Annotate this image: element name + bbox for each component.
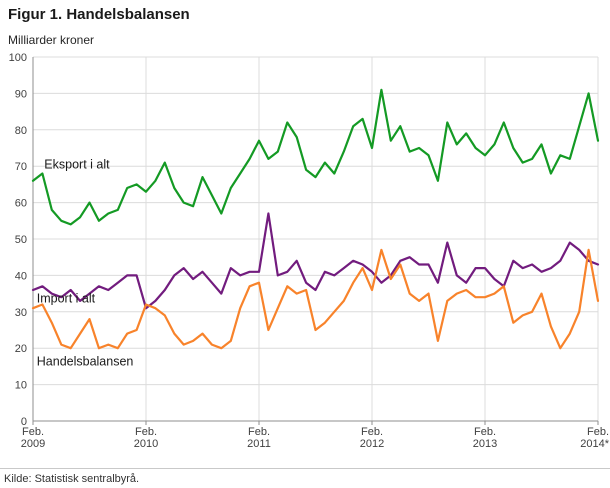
x-tick-label: Feb. 2012 xyxy=(360,426,384,448)
x-tick-label: Feb. 2014* xyxy=(580,426,609,448)
x-tick-label: Feb. 2011 xyxy=(247,426,271,448)
x-tick-label: Feb. 2010 xyxy=(134,426,158,448)
y-tick-label: 30 xyxy=(15,307,27,319)
y-axis-unit-label: Milliarder kroner xyxy=(8,33,95,47)
y-axis-labels: 0 10 20 30 40 50 60 70 80 90 100 xyxy=(9,52,27,428)
series-label-eksport-i-alt: Eksport i alt xyxy=(44,157,110,171)
chart-area: 0 10 20 30 40 50 60 70 80 90 100 Feb. 2009 Feb. 2010 Fe… xyxy=(0,48,610,453)
line-handelsbalansen xyxy=(31,248,600,350)
axes xyxy=(32,57,599,425)
y-tick-label: 50 xyxy=(15,234,27,246)
footer-divider xyxy=(0,468,610,469)
line-eksport-i-alt xyxy=(31,88,600,226)
y-tick-label: 90 xyxy=(15,88,27,100)
y-tick-label: 20 xyxy=(15,343,27,355)
y-tick-label: 0 xyxy=(21,416,27,428)
figure-title: Figur 1. Handelsbalansen xyxy=(8,6,190,23)
y-tick-label: 40 xyxy=(15,270,27,282)
x-axis-labels: Feb. 2009 Feb. 2010 Feb. 2011 Feb. 2012 Feb. 2013… xyxy=(21,426,610,450)
x-tick-label: Feb. 2013 xyxy=(473,426,497,448)
y-tick-label: 10 xyxy=(15,380,27,392)
line-import-i-alt xyxy=(31,212,600,310)
y-tick-label: 70 xyxy=(15,161,27,173)
series-label-import-i-alt: Import i alt xyxy=(37,292,96,306)
y-tick-label: 80 xyxy=(15,125,27,137)
y-tick-label: 100 xyxy=(9,52,27,64)
x-tick-label: Feb. 2009 xyxy=(21,426,45,448)
y-tick-label: 60 xyxy=(15,198,27,210)
gridlines xyxy=(33,56,599,421)
series-label-handelsbalansen: Handelsbalansen xyxy=(37,355,134,369)
source-note: Kilde: Statistisk sentralbyrå. xyxy=(4,473,140,485)
